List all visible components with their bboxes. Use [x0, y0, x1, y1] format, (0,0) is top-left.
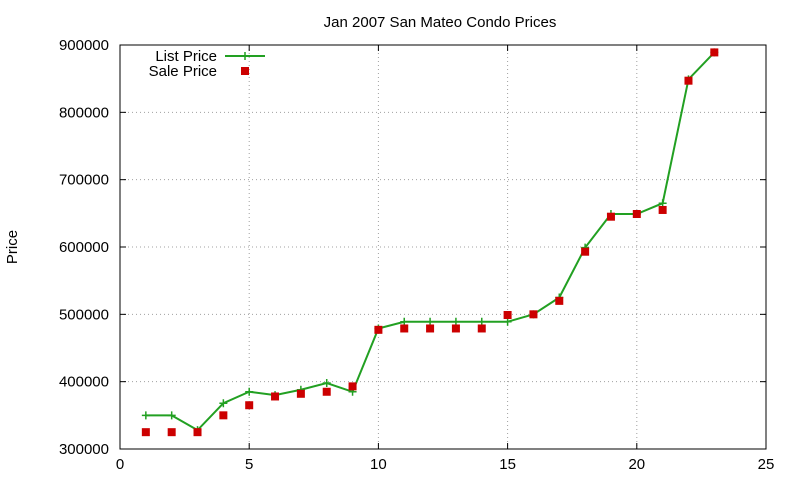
y-tick-label: 800000: [59, 104, 109, 121]
data-point-list-price: [219, 399, 228, 408]
series-layer: [141, 48, 719, 437]
x-tick-label: 0: [116, 456, 124, 473]
data-point-list-price: [503, 317, 512, 326]
y-axis-label: Price: [4, 230, 21, 264]
data-point-list-price: [400, 317, 409, 326]
y-tick-label: 300000: [59, 441, 109, 458]
y-tick-label: 400000: [59, 374, 109, 391]
axis-ticks: [119, 44, 767, 450]
data-point-sale-price: [167, 428, 176, 437]
series-line-list-price: [145, 51, 716, 432]
grid-lines: [120, 45, 766, 449]
data-point-sale-price: [555, 296, 564, 305]
data-point-sale-price: [245, 401, 254, 410]
data-point-sale-price: [348, 382, 357, 391]
x-tick-label: 10: [370, 456, 387, 473]
data-point-sale-price: [503, 311, 512, 320]
data-point-sale-price: [658, 205, 667, 214]
data-point-sale-price: [451, 324, 460, 333]
data-point-sale-price: [271, 392, 280, 401]
data-point-sale-price: [374, 325, 383, 334]
data-point-sale-price: [296, 389, 305, 398]
data-point-sale-price: [684, 76, 693, 85]
data-point-sale-price: [477, 324, 486, 333]
data-point-list-price: [658, 199, 667, 208]
data-point-sale-price: [581, 247, 590, 256]
data-point-sale-price: [632, 210, 641, 219]
y-tick-label: 900000: [59, 37, 109, 54]
data-point-sale-price: [193, 428, 202, 437]
x-tick-label: 20: [628, 456, 645, 473]
series-list-price: [141, 48, 719, 435]
y-tick-label: 700000: [59, 172, 109, 189]
data-point-sale-price: [322, 387, 331, 396]
x-tick-label: 15: [499, 456, 516, 473]
data-point-list-price: [322, 379, 331, 388]
y-tick-label: 600000: [59, 239, 109, 256]
data-point-list-price: [451, 317, 460, 326]
legend-label-list-price: List Price: [155, 48, 217, 65]
data-point-sale-price: [426, 324, 435, 333]
x-tick-label: 5: [245, 456, 253, 473]
data-point-list-price: [426, 317, 435, 326]
data-point-list-price: [245, 387, 254, 396]
chart-title: Jan 2007 San Mateo Condo Prices: [324, 14, 557, 31]
x-tick-label: 25: [758, 456, 775, 473]
data-point-sale-price: [606, 212, 615, 221]
y-tick-label: 500000: [59, 306, 109, 323]
y-axis-tick-labels: 300000 400000 500000 600000 700000 800000 9000…: [59, 37, 109, 458]
data-point-list-price: [477, 317, 486, 326]
data-point-sale-price: [219, 411, 228, 420]
data-point-sale-price: [529, 310, 538, 319]
legend: List Price Sale Price: [149, 48, 265, 80]
legend-marker-sale-price: [241, 67, 249, 75]
data-point-sale-price: [141, 428, 150, 437]
data-point-sale-price: [710, 48, 719, 57]
legend-marker-list-price: [241, 52, 249, 60]
data-point-list-price: [141, 411, 150, 420]
data-point-list-price: [167, 411, 176, 420]
legend-label-sale-price: Sale Price: [149, 63, 217, 80]
series-sale-price: [141, 48, 719, 437]
x-axis-tick-labels: 0 5 10 15 20 25: [116, 456, 775, 473]
data-point-sale-price: [400, 324, 409, 333]
